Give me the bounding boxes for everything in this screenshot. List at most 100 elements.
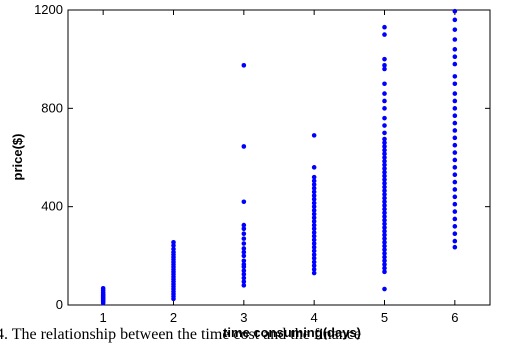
data-point <box>382 225 387 230</box>
data-point <box>382 251 387 256</box>
data-point <box>452 157 458 163</box>
data-point <box>241 268 247 273</box>
data-point <box>382 206 387 212</box>
data-point <box>311 233 317 239</box>
data-point <box>452 74 458 79</box>
data-point <box>382 254 387 260</box>
figure-caption: 4. The relationship between the time cos… <box>0 326 361 343</box>
data-point <box>382 203 387 208</box>
data-point <box>382 155 387 160</box>
data-point <box>452 37 458 42</box>
data-point <box>171 249 176 255</box>
data-point <box>382 232 387 238</box>
data-point <box>241 144 247 149</box>
data-point <box>452 179 458 185</box>
data-point <box>452 27 458 32</box>
data-point <box>382 81 387 87</box>
data-point <box>241 246 247 251</box>
y-tick-label: 0 <box>56 297 63 312</box>
data-point <box>382 32 387 37</box>
data-point <box>382 144 387 149</box>
data-point <box>382 195 387 201</box>
data-point <box>311 248 317 254</box>
data-point <box>452 187 458 192</box>
data-point <box>311 255 317 261</box>
data-point <box>382 24 387 30</box>
data-point <box>241 199 247 205</box>
data-point <box>382 130 387 136</box>
data-point <box>241 253 247 259</box>
data-point <box>382 181 387 186</box>
data-point <box>241 279 247 284</box>
data-point <box>452 165 458 170</box>
data-point <box>382 258 387 264</box>
data-point <box>382 63 387 68</box>
x-ticks: 1 2 3 4 5 6 <box>100 10 458 325</box>
data-point <box>311 133 317 138</box>
data-point <box>382 265 387 271</box>
data-point <box>452 231 458 237</box>
data-point <box>382 269 387 275</box>
data-point <box>452 194 458 200</box>
data-point <box>382 192 387 197</box>
data-point <box>171 240 176 245</box>
data-point <box>452 128 458 133</box>
data-point <box>241 241 247 246</box>
data-point <box>452 98 458 104</box>
data-point <box>452 224 458 229</box>
data-point <box>311 259 317 265</box>
data-point <box>311 189 317 195</box>
data-point <box>452 106 458 111</box>
data-point <box>452 216 458 222</box>
data-point <box>311 263 317 268</box>
data-point <box>241 271 247 277</box>
plot-frame <box>67 9 491 306</box>
data-point <box>382 199 387 205</box>
data-point <box>311 165 317 170</box>
data-point <box>311 182 317 187</box>
data-point <box>311 178 317 184</box>
y-ticks: 0 400 800 1200 <box>34 2 490 312</box>
data-point <box>311 267 317 272</box>
data-point <box>241 231 247 237</box>
data-point <box>382 262 387 267</box>
data-point <box>382 115 387 121</box>
data-point <box>452 172 458 178</box>
data-point <box>382 217 387 223</box>
data-point <box>452 54 458 60</box>
data-point <box>452 47 458 52</box>
data-point <box>452 209 458 214</box>
data-point <box>382 91 387 96</box>
data-point <box>241 283 247 288</box>
data-point <box>311 211 317 217</box>
data-point <box>382 158 387 164</box>
data-point <box>382 136 387 142</box>
y-tick-label: 800 <box>41 100 63 115</box>
data-point <box>311 219 317 224</box>
data-point <box>382 221 387 227</box>
data-point <box>382 214 387 219</box>
data-point <box>452 201 458 207</box>
data-point <box>452 81 458 87</box>
data-point <box>241 236 247 241</box>
data-point <box>311 230 317 235</box>
data-point <box>241 226 247 232</box>
data-point <box>382 188 387 193</box>
data-point <box>452 17 458 23</box>
data-point <box>452 135 458 141</box>
data-point <box>452 120 458 126</box>
data-point <box>452 142 458 148</box>
y-tick-label: 400 <box>41 199 63 214</box>
data-point <box>452 113 458 119</box>
data-point <box>311 237 317 243</box>
data-point <box>382 123 387 128</box>
x-tick-label: 3 <box>240 310 247 325</box>
data-point <box>311 241 317 246</box>
data-point <box>311 252 317 257</box>
data-point <box>100 285 106 291</box>
data-point <box>311 204 317 209</box>
x-tick-label: 1 <box>100 310 107 325</box>
data-point <box>241 222 247 228</box>
data-point <box>452 150 458 155</box>
